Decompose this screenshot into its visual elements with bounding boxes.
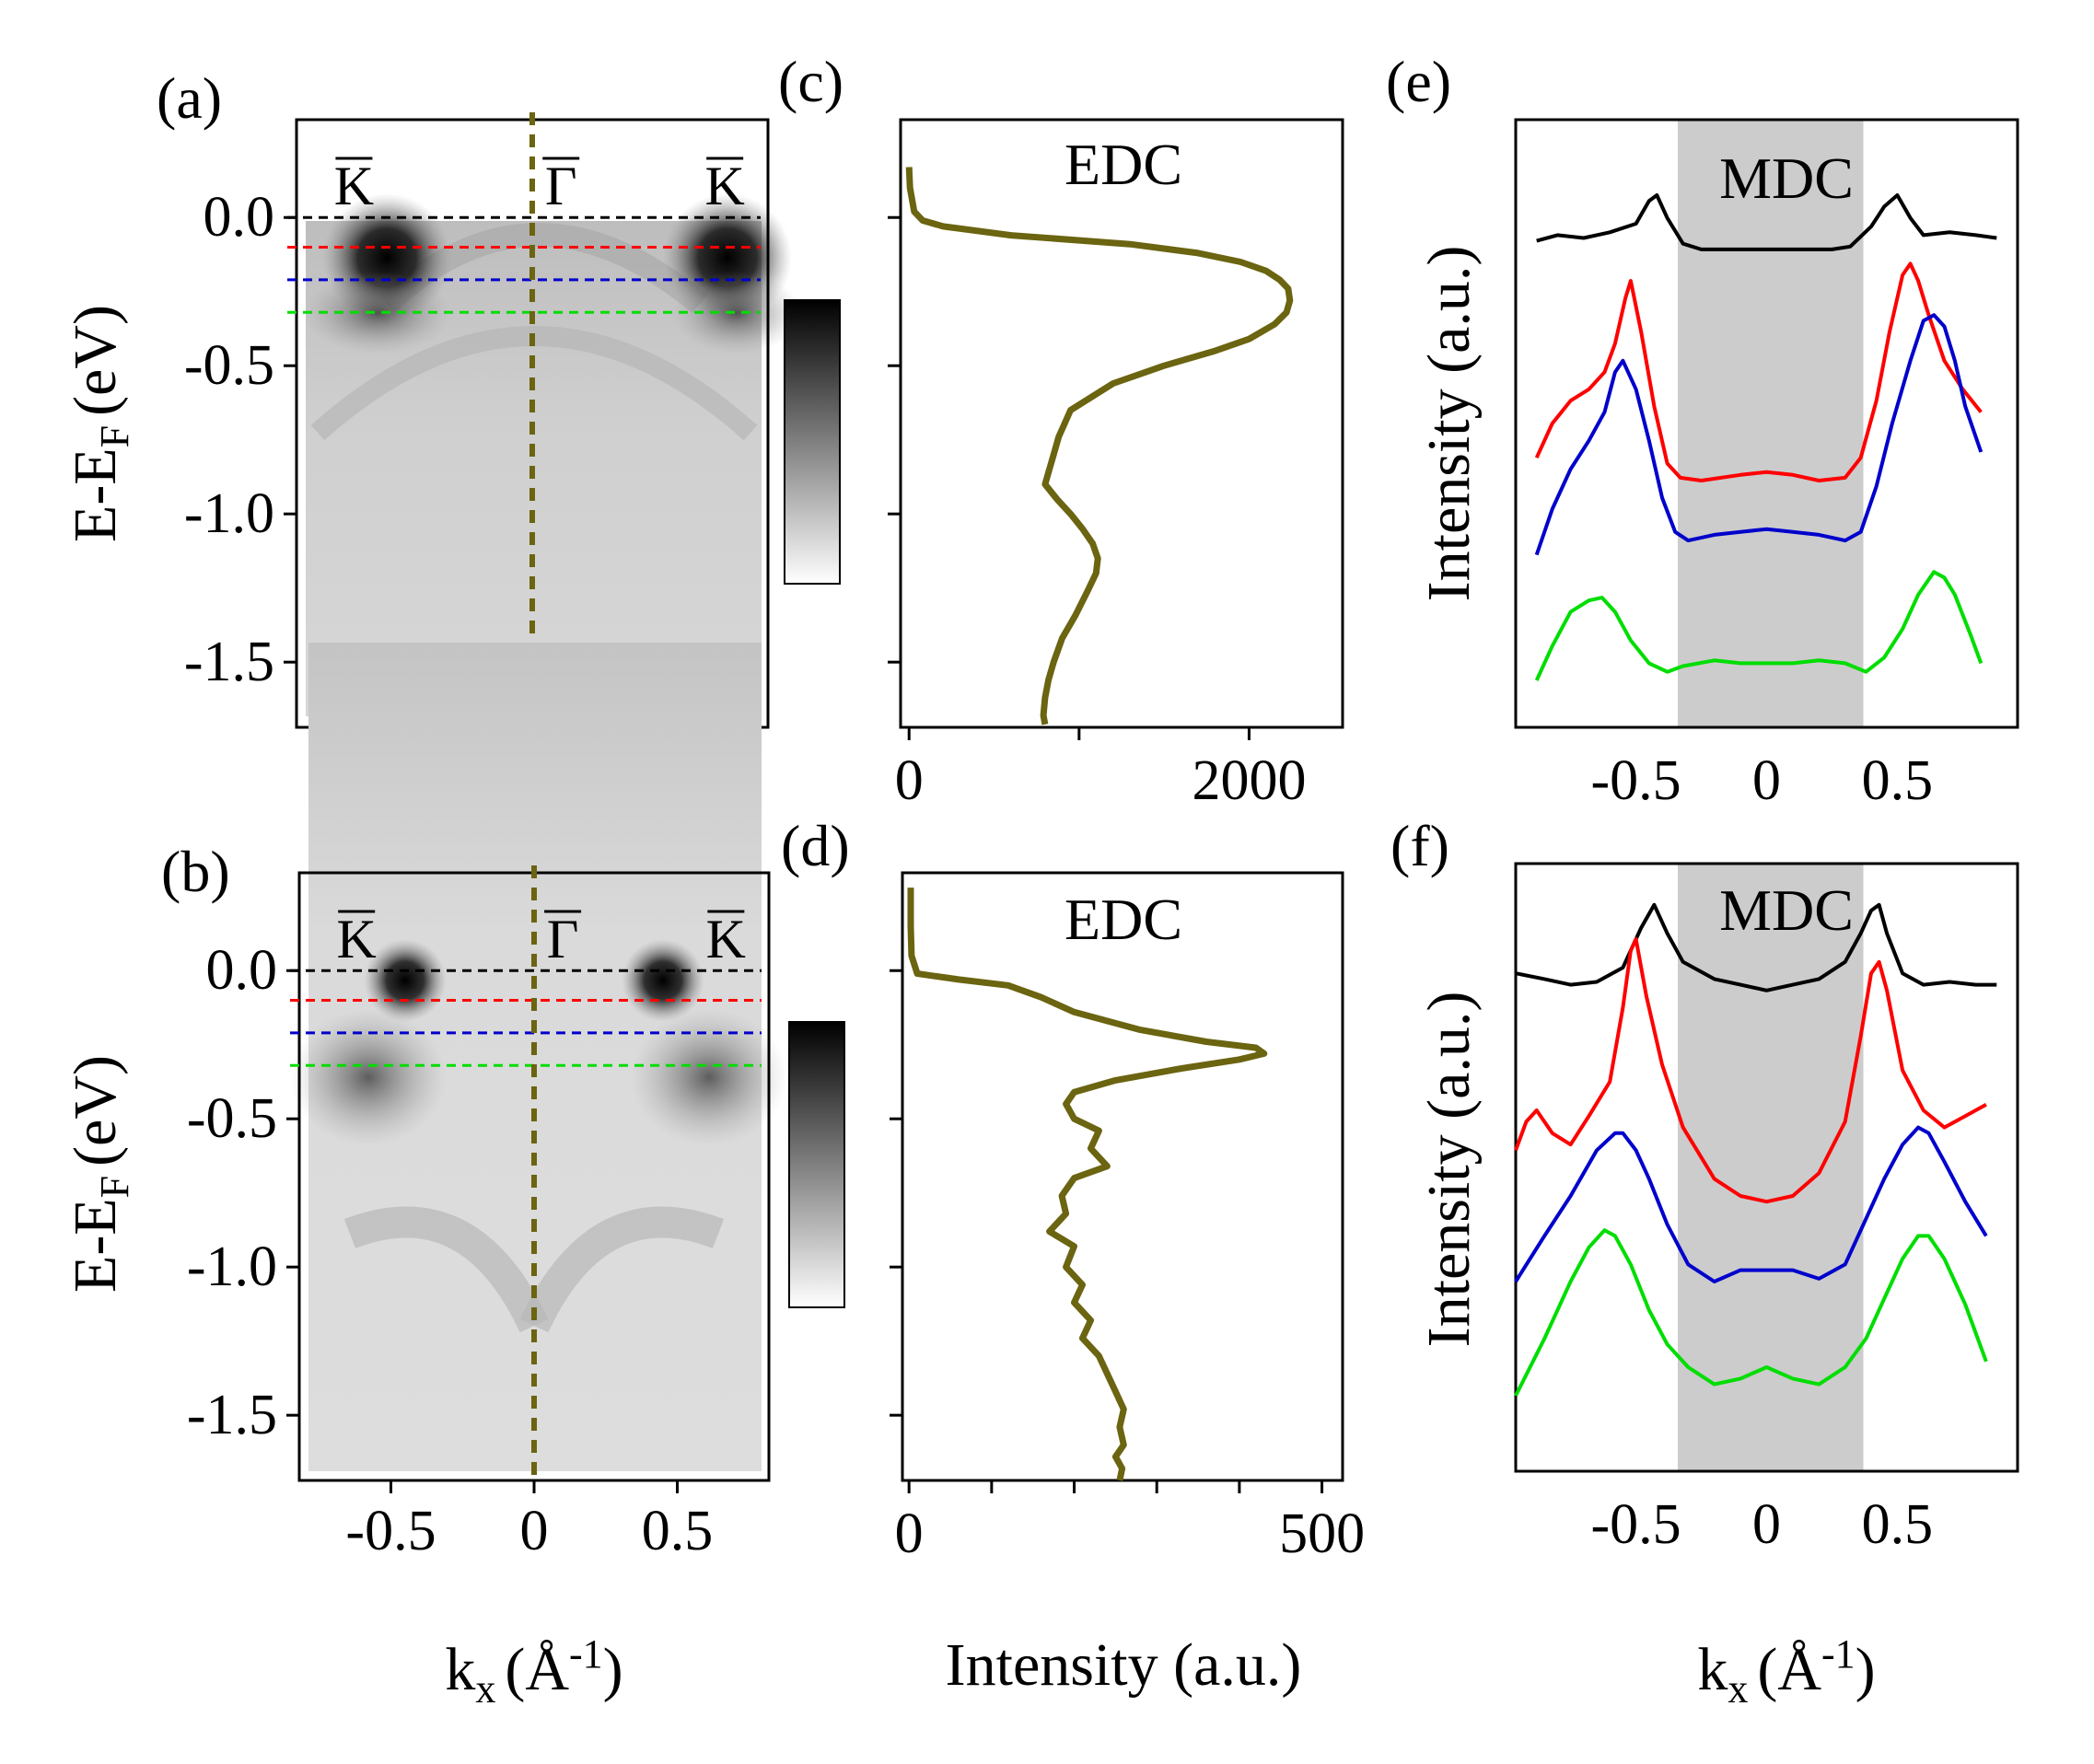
y-tick-label-b-2: -1.0 [187,1236,277,1298]
symmetry-label-b-1: Γ [547,909,579,969]
edc-d-frame [901,871,1344,1482]
panel-c-edc: EDC (c) 0 2000 [778,49,1344,812]
y-tick-label-a-3: -1.5 [184,631,274,693]
mdc-f-curve-3 [1514,1228,1988,1397]
x-axis-label-d: Intensity (a.u.) [946,1631,1302,1699]
panel-b-band-map: 0.0 -0.5 -1.0 -1.5 -0.5 0 0.5 K Γ K (b) E-EF(eV… [62,643,787,1712]
panel-label-a: (a) [157,65,222,131]
mdc-e-curve-1 [1534,261,1983,482]
symmetry-label-b-0: K [337,909,377,969]
x-tick-label-c-0: 0 [895,749,924,812]
symmetry-label-b-2: K [706,909,746,969]
edc-c-frame [899,118,1344,729]
x-tick-label-e-2: 0.5 [1862,749,1934,812]
x-tick-label-c-1: 2000 [1192,749,1306,812]
colorbar-a [784,299,841,585]
x-tick-label-f-1: 0 [1752,1493,1781,1556]
heatmap-b-image [290,643,787,1471]
symmetry-label-a-1: Γ [545,156,577,216]
edc-d-curve [907,888,1268,1481]
y-tick-label-b-1: -0.5 [187,1087,277,1150]
edc-c-title: EDC [1064,132,1182,197]
mdc-f-frame [1514,862,2019,1473]
y-tick-label-a-2: -1.0 [184,482,274,545]
panel-label-f: (f) [1390,813,1449,878]
y-axis-label-f: Intensity (a.u.) [1415,992,1483,1348]
mdc-f-title: MDC [1719,877,1854,943]
x-tick-label-b-1: 0 [520,1500,549,1562]
mdc-f-curve-2 [1514,1125,1988,1283]
y-tick-label-b-0: 0.0 [206,939,278,1002]
ticks-c: 0 2000 [888,215,1306,812]
x-ticks-b: -0.5 0 0.5 [345,1480,713,1562]
ticks-f: -0.5 0 0.5 [1590,1493,1933,1556]
panel-a-band-map: 0.0 -0.5 -1.0 -1.5 K Γ K (a) E-EF(eV) [62,65,801,740]
edc-d-title: EDC [1064,887,1182,952]
mdc-e-title: MDC [1719,145,1854,211]
y-axis-label-e: Intensity (a.u.) [1415,246,1483,602]
cut-lines-a [287,215,761,314]
x-tick-label-b-0: -0.5 [345,1500,436,1562]
mdc-f-curve-0 [1515,902,1997,992]
mdc-e-curves [1534,193,1997,681]
symmetry-label-a-2: K [704,156,744,216]
x-tick-label-f-2: 0.5 [1862,1493,1934,1556]
mdc-e-curve-0 [1536,193,1997,251]
mdc-e-shaded-region [1677,120,1864,727]
panel-d-edc: EDC (d) 0 500 Intensity (a.u.) [781,813,1365,1699]
y-ticks-a: 0.0 -0.5 -1.0 -1.5 [184,186,297,693]
y-tick-label-a-0: 0.0 [204,186,275,249]
panel-e-mdc: MDC (e) Intensity (a.u.) -0.5 0 0.5 [1386,49,2019,812]
symmetry-label-a-0: K [334,156,374,216]
x-tick-label-d-1: 500 [1279,1503,1365,1565]
x-tick-label-e-1: 0 [1752,749,1781,812]
y-tick-label-b-3: -1.5 [187,1384,277,1446]
panel-label-c: (c) [778,49,843,114]
panel-label-b: (b) [161,839,230,904]
x-tick-label-f-0: -0.5 [1590,1493,1681,1556]
x-axis-label-b: kx (Å-1) [445,1631,622,1712]
x-tick-label-d-0: 0 [895,1503,924,1565]
colorbar-b [788,1021,845,1308]
y-axis-label-b: E-EF(eV) [62,1055,137,1293]
mdc-f-curves [1514,902,1997,1397]
x-axis-label-f: kx (Å-1) [1697,1631,1875,1712]
ticks-e: -0.5 0 0.5 [1590,749,1933,812]
mdc-f-curve-1 [1514,937,1987,1204]
edc-c-curve [905,167,1294,725]
x-tick-label-b-2: 0.5 [642,1500,714,1562]
mdc-e-curve-2 [1534,313,1983,556]
mdc-e-curve-3 [1534,570,1983,681]
panel-label-e: (e) [1386,49,1451,114]
heatmap-a-image [304,193,801,716]
ticks-d: 0 500 [890,969,1365,1565]
x-tick-label-e-0: -0.5 [1590,749,1681,812]
y-ticks-b: 0.0 -0.5 -1.0 -1.5 [187,939,299,1446]
y-tick-label-a-1: -0.5 [184,334,274,397]
y-axis-label-a: E-EF(eV) [62,305,137,542]
mdc-e-frame [1514,118,2019,729]
panel-label-d: (d) [781,813,850,878]
panel-f-mdc: MDC (f) Intensity (a.u.) -0.5 0 0.5 kx (Å-1… [1390,813,2019,1712]
cut-lines-b [290,969,762,1067]
